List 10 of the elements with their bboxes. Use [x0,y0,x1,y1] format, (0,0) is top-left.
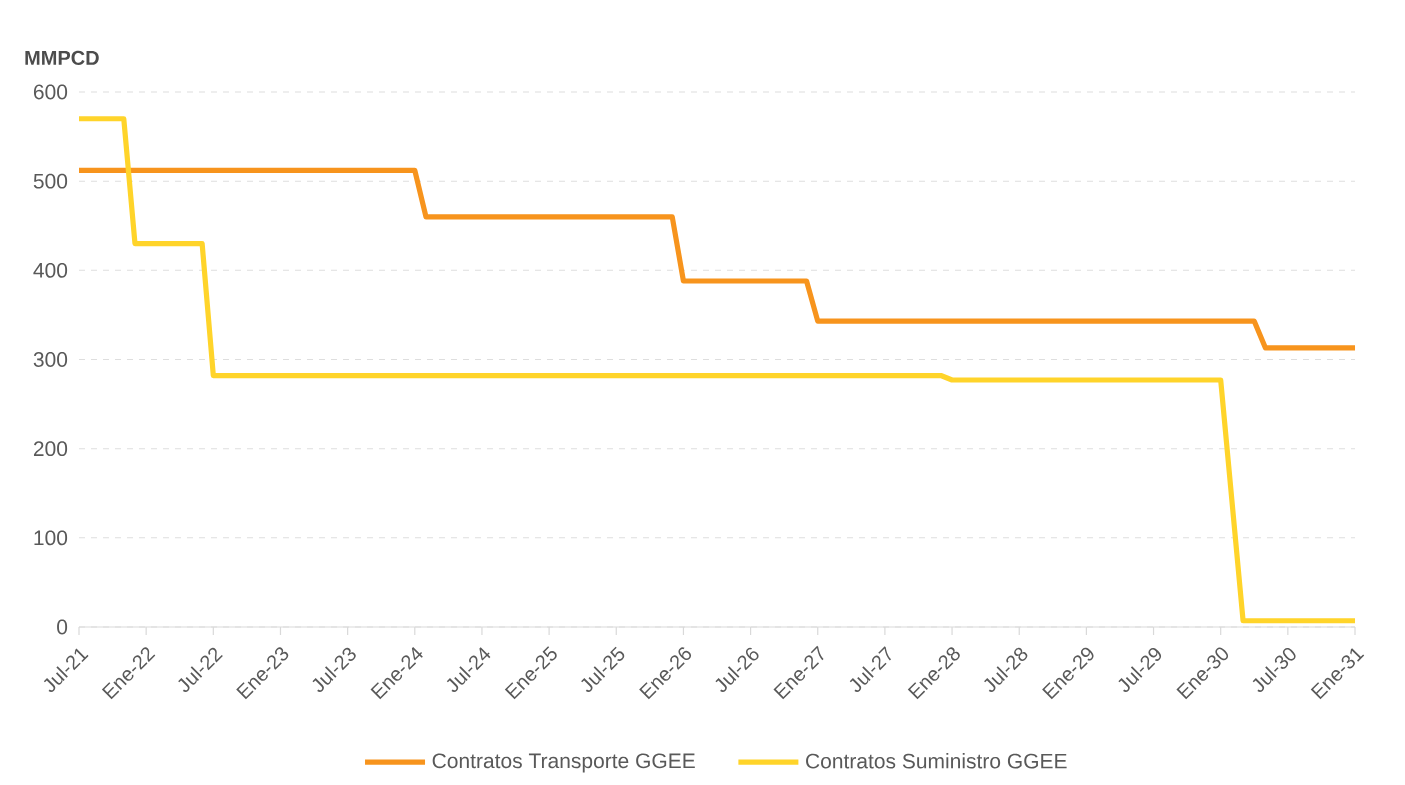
legend-label: Contratos Transporte GGEE [432,753,695,773]
y-tick-label: 0 [57,619,68,635]
y-tick-label: 300 [33,352,68,367]
y-tick-label: 600 [33,84,68,100]
y-axis-title: MMPCD [25,50,99,65]
legend-label: Contratos Suministro GGEE [806,753,1067,769]
y-tick-label: 400 [33,262,68,278]
y-tick-label: 200 [33,441,68,457]
y-tick-label: 100 [34,530,68,546]
y-tick-label: 500 [33,173,68,189]
